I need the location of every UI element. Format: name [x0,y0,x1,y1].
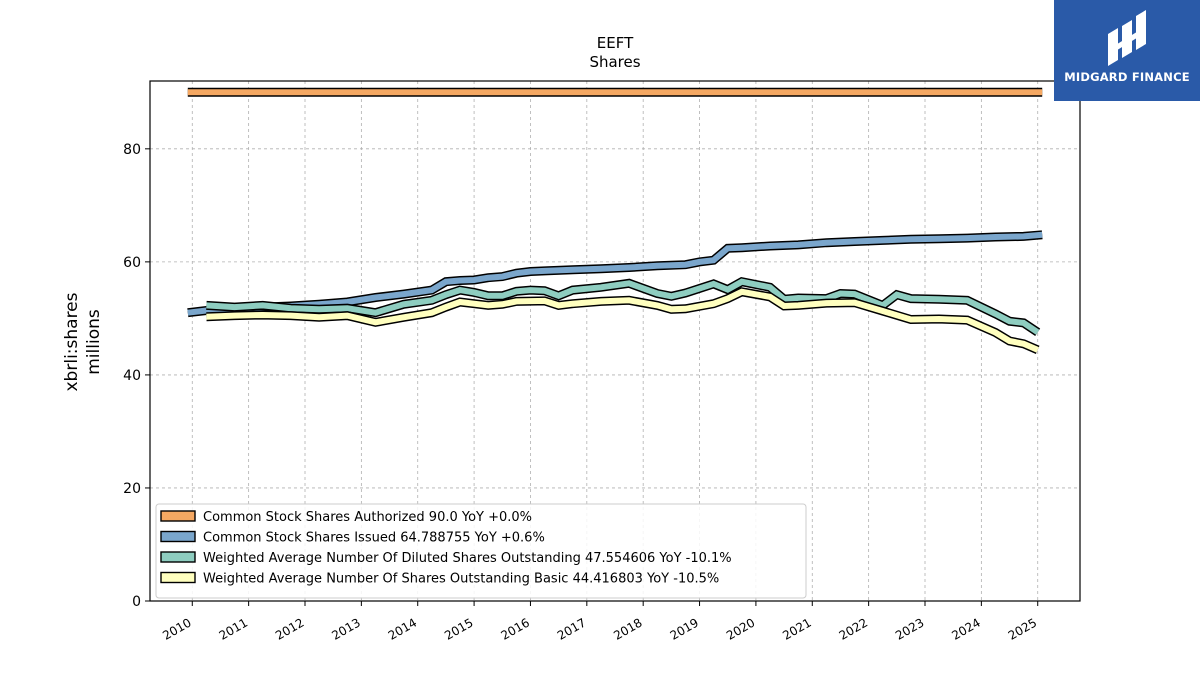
x-tick-label: 2017 [555,615,588,642]
x-tick-label: 2016 [499,615,532,642]
chart-subtitle: Shares [589,53,640,71]
x-tick-label: 2022 [837,615,870,642]
plot-frame [149,80,1081,602]
x-tick-label: 2018 [611,615,644,642]
y-tick-label: 80 [123,142,141,158]
y-axis-label-line1: xbrli:shares [62,292,82,391]
series-line-3 [206,288,1039,353]
x-tick-label: 2012 [273,615,306,642]
legend-swatch [160,551,196,563]
x-tick-label: 2023 [893,615,926,642]
x-tick-label: 2014 [386,615,419,642]
x-tick-label: 2013 [329,615,362,642]
midgard-finance-logo: MIDGARD FINANCE [1054,0,1200,101]
x-axis-ticks: 2010 2011 2012 2013 2014 2015 2016 2017 2018 2019… [160,601,1039,643]
legend-box [155,503,807,599]
x-tick-label: 2011 [217,615,250,642]
logo-text: MIDGARD FINANCE [1064,70,1190,84]
x-tick-label: 2024 [949,615,982,642]
x-tick-label: 2015 [442,615,475,642]
series-line-1 [187,231,1043,316]
legend-swatch [160,530,196,543]
y-tick-label: 40 [123,368,141,384]
legend-swatch [160,510,196,522]
legend-label: Weighted Average Number Of Shares Outsta… [203,572,719,587]
legend-label: Common Stock Shares Issued 64.788755 YoY… [203,531,545,546]
x-tick-label: 2021 [780,615,813,642]
y-tick-label: 0 [132,594,141,610]
legend-label: Common Stock Shares Authorized 90.0 YoY … [203,510,532,525]
y-axis-label-line2: millions [84,309,104,375]
y-axis-ticks: 0 20 40 60 80 [123,142,150,610]
legend-label: Weighted Average Number Of Diluted Share… [203,551,732,566]
series-line-2 [206,278,1040,335]
x-tick-label: 2019 [668,615,701,642]
y-tick-label: 60 [123,255,141,271]
midgard-logo-icon [1108,10,1146,66]
x-tick-label: 2025 [1006,615,1039,642]
chart-title: EEFT [597,34,634,52]
series-lines [187,87,1043,355]
legend: Common Stock Shares Authorized 90.0 YoY … [155,503,807,599]
x-tick-label: 2010 [160,615,193,642]
x-tick-label: 2020 [724,615,757,642]
y-tick-label: 20 [123,481,141,497]
legend-swatch [160,571,196,584]
